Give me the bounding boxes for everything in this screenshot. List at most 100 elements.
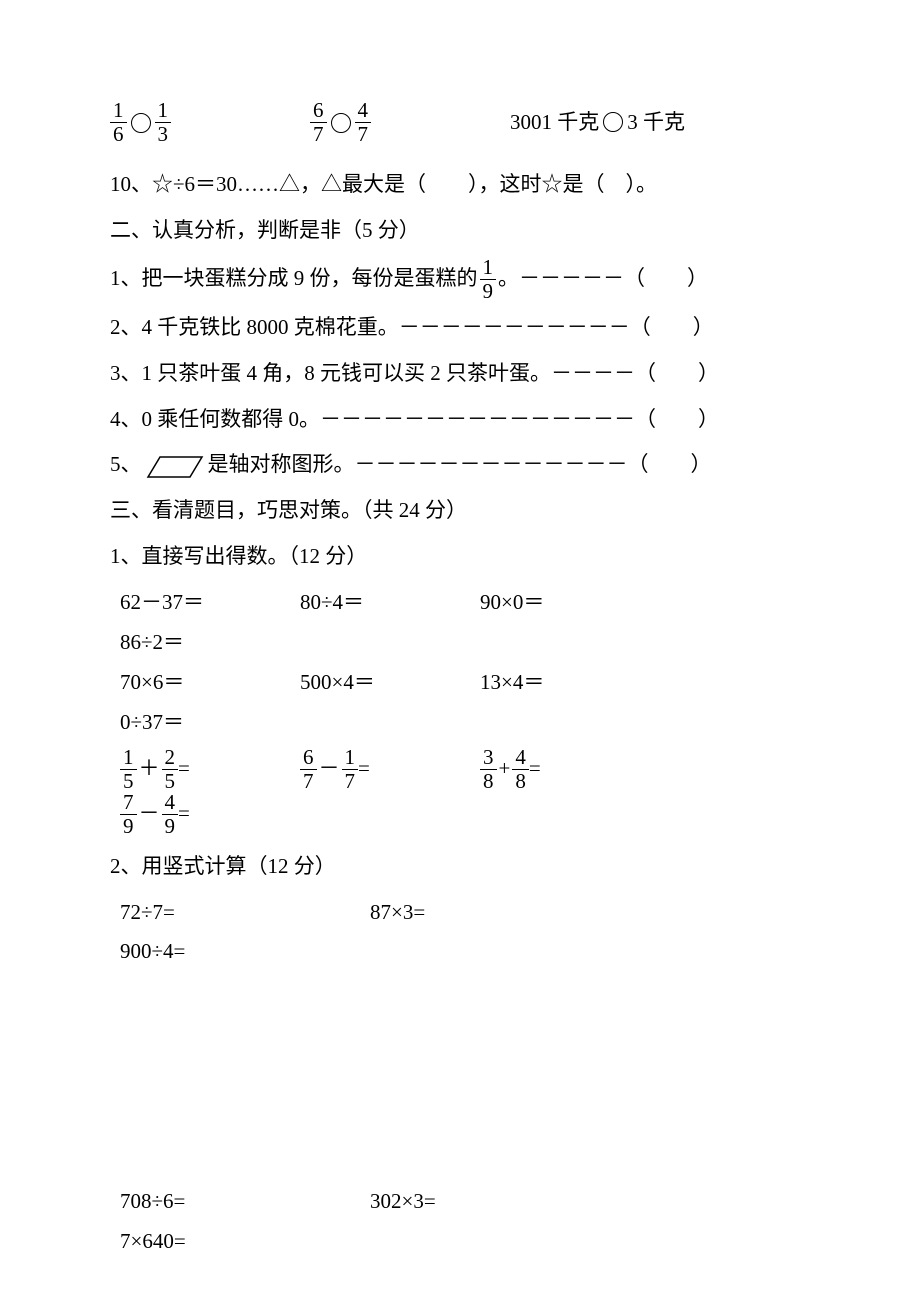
calc1-row3: 15 ＋ 25 = 67 － 17 = 38 + 48 = 79 － 49 =	[110, 747, 810, 837]
expr: 500×4＝	[300, 663, 375, 703]
numerator: 4	[512, 747, 529, 770]
tf-q3: 3、1 只茶叶蛋 4 角，8 元钱可以买 2 只茶叶蛋。－－－－（ ）	[110, 354, 810, 394]
expr: 86÷2＝	[120, 623, 184, 663]
calc2-row1: 72÷7= 87×3= 900÷4=	[110, 893, 810, 973]
operator: －	[317, 749, 342, 789]
fraction: 67	[300, 747, 317, 792]
numerator: 7	[120, 792, 137, 815]
numerator: 1	[342, 747, 359, 770]
parallelogram-icon	[146, 453, 204, 477]
equals: =	[529, 749, 541, 789]
calc-cell: 900÷4=	[120, 932, 320, 972]
denominator: 9	[120, 815, 137, 837]
equals: =	[178, 794, 190, 834]
numerator: 6	[300, 747, 317, 770]
fraction: 38	[480, 747, 497, 792]
fraction: 1 3	[155, 100, 172, 145]
tf-q4: 4、0 乘任何数都得 0。－－－－－－－－－－－－－－－（ ）	[110, 400, 810, 440]
numerator: 1	[155, 100, 172, 123]
expr: 90×0＝	[480, 583, 544, 623]
q10-blank2	[605, 172, 626, 196]
tf-q5: 5、 是轴对称图形。－－－－－－－－－－－－－（ ）	[110, 445, 810, 485]
fraction: 1 6	[110, 100, 127, 145]
tf-q1-post: 。－－－－－（ ）	[498, 259, 708, 299]
expr: 72÷7=	[120, 893, 175, 933]
compare-item-1: 1 6 1 3	[110, 100, 310, 145]
question-10: 10、☆÷6＝30……△，△最大是（ ），这时☆是（ ）。	[110, 165, 810, 205]
calc-cell: 38 + 48 =	[480, 747, 660, 792]
calc-cell: 86÷2＝	[120, 623, 280, 663]
numerator: 1	[480, 257, 497, 280]
numerator: 2	[162, 747, 179, 770]
expr: 87×3=	[370, 893, 425, 933]
equals: =	[358, 749, 370, 789]
operator: +	[497, 749, 513, 789]
compare-item-3: 3001 千克 3 千克	[510, 103, 685, 143]
calc-cell: 302×3=	[370, 1182, 620, 1222]
calc1-title: 1、直接写出得数。（12 分）	[110, 537, 810, 577]
calc1-row2: 70×6＝ 500×4＝ 13×4＝ 0÷37＝	[110, 663, 810, 743]
expr: 708÷6=	[120, 1182, 185, 1222]
calc-cell: 62－37＝	[120, 583, 300, 623]
compare-circle-icon	[131, 113, 151, 133]
compare-item-2: 6 7 4 7	[310, 100, 510, 145]
numerator: 1	[110, 100, 127, 123]
denominator: 7	[342, 770, 359, 792]
calc-cell: 72÷7=	[120, 893, 370, 933]
denominator: 7	[310, 123, 327, 145]
fraction: 25	[162, 747, 179, 792]
fraction: 79	[120, 792, 137, 837]
calc-cell: 90×0＝	[480, 583, 660, 623]
numerator: 6	[310, 100, 327, 123]
denominator: 7	[300, 770, 317, 792]
expr: 7×640=	[120, 1222, 186, 1262]
tf-q1: 1、把一块蛋糕分成 9 份，每份是蛋糕的 1 9 。－－－－－（ ）	[110, 257, 810, 302]
calc-cell: 500×4＝	[300, 663, 480, 703]
calc-cell: 13×4＝	[480, 663, 660, 703]
numerator: 4	[162, 792, 179, 815]
operator: －	[137, 794, 162, 834]
page: 1 6 1 3 6 7 4 7 3001 千克 3 千克	[0, 0, 920, 1300]
fraction: 48	[512, 747, 529, 792]
compare-right-text: 3 千克	[627, 103, 685, 143]
expr: 13×4＝	[480, 663, 544, 703]
denominator: 5	[162, 770, 179, 792]
comparison-row: 1 6 1 3 6 7 4 7 3001 千克 3 千克	[110, 100, 810, 145]
fraction: 4 7	[355, 100, 372, 145]
equals: =	[178, 749, 190, 789]
expr: 80÷4＝	[300, 583, 364, 623]
q10-blank1	[426, 172, 468, 196]
calc-cell: 87×3=	[370, 893, 620, 933]
calc-cell: 15 ＋ 25 =	[120, 747, 300, 792]
numerator: 3	[480, 747, 497, 770]
denominator: 9	[480, 280, 497, 302]
fraction: 49	[162, 792, 179, 837]
calc-cell: 67 － 17 =	[300, 747, 480, 792]
q10-suffix: ）。	[626, 172, 658, 196]
expr: 62－37＝	[120, 583, 204, 623]
denominator: 8	[480, 770, 497, 792]
calc-cell: 0÷37＝	[120, 703, 280, 743]
denominator: 5	[120, 770, 137, 792]
calc1-row1: 62－37＝ 80÷4＝ 90×0＝ 86÷2＝	[110, 583, 810, 663]
section-2-title: 二、认真分析，判断是非（5 分）	[110, 211, 810, 251]
denominator: 7	[355, 123, 372, 145]
numerator: 4	[355, 100, 372, 123]
calc-cell: 79 － 49 =	[120, 792, 280, 837]
fraction: 1 9	[480, 257, 497, 302]
numerator: 1	[120, 747, 137, 770]
fraction: 15	[120, 747, 137, 792]
expr: 70×6＝	[120, 663, 184, 703]
calc-cell: 7×640=	[120, 1222, 320, 1262]
tf-q5-post: 是轴对称图形。－－－－－－－－－－－－－（ ）	[208, 445, 712, 485]
denominator: 8	[512, 770, 529, 792]
denominator: 3	[155, 123, 172, 145]
fraction: 17	[342, 747, 359, 792]
q10-prefix: 10、☆÷6＝30……△，△最大是（	[110, 172, 426, 196]
operator: ＋	[137, 749, 162, 789]
calc-cell: 708÷6=	[120, 1182, 370, 1222]
calc-cell: 70×6＝	[120, 663, 300, 703]
fraction: 6 7	[310, 100, 327, 145]
q10-mid: ），这时☆是（	[468, 172, 605, 196]
expr: 302×3=	[370, 1182, 436, 1222]
